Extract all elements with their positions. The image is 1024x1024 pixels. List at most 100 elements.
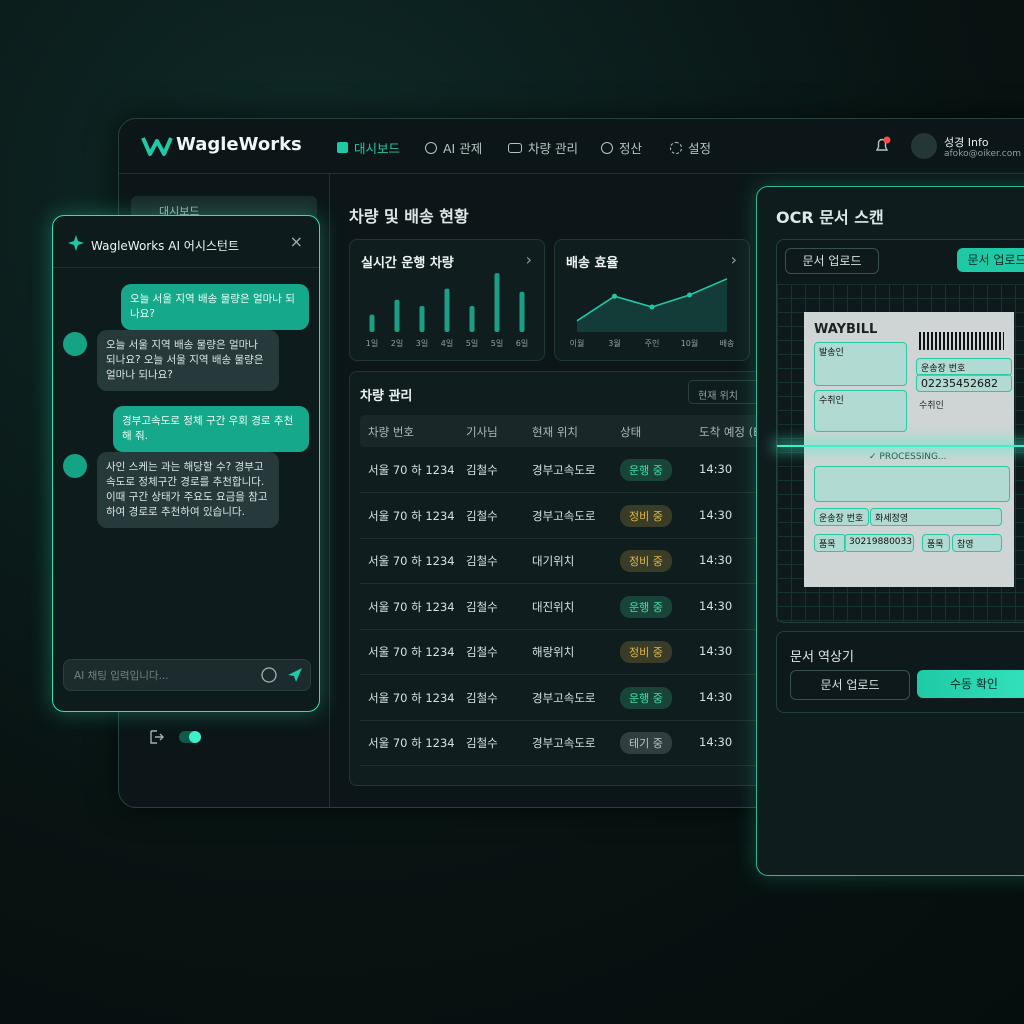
table-row[interactable]: 서울 70 하 1234 김철수 경부고속도로 운행 중 14:30 [360, 675, 800, 721]
result-box: 문서 역상기 문서 업로드 수동 확인 [776, 631, 1024, 713]
table-row[interactable]: 서울 70 하 1234 김철수 경부고속도로 테기 중 14:30 [360, 720, 800, 766]
column-header: 현재 위치 [532, 425, 578, 439]
result-upload-button[interactable]: 문서 업로드 [790, 670, 910, 700]
assistant-message: 오늘 서울 지역 배송 물량은 얼마나 되나요? 오늘 서울 지역 배송 물량은… [97, 330, 279, 391]
table-cell: 14:30 [699, 507, 733, 522]
bar [394, 299, 400, 332]
ocr-panel: OCR 문서 스캔 문서 업로드 문서 업로드 WAYBILL 발송인 운송장 … [756, 186, 1024, 876]
status-badge: 운행 중 [620, 595, 672, 618]
bot-avatar [63, 454, 87, 478]
bar [469, 305, 475, 332]
vehicle-table-card: 차량 관리 현재 위치 차량 번호 기사님 현재 위치 상태 도착 예정 (ETA) 서… [349, 371, 811, 786]
table-cell: 김철수 [466, 599, 498, 614]
table-cell: 김철수 [466, 508, 498, 523]
processing-label: ✓ PROCESSING... [869, 452, 947, 462]
ocr-field: 발송인 [814, 342, 907, 386]
x-label: 3일 [416, 339, 428, 348]
upload-button[interactable]: 문서 업로드 [785, 248, 879, 274]
menu-item[interactable]: 대시보드 [337, 138, 400, 157]
table-cell: 서울 70 하 1234 [368, 508, 455, 523]
divider [53, 267, 319, 268]
user-email: afoko@oiker.com [944, 149, 1021, 159]
chat-title: WagleWorks AI 어시스턴트 [91, 239, 240, 253]
table-row[interactable]: 서울 70 하 1234 김철수 경부고속도로 운행 중 14:30 [360, 447, 800, 493]
menu-label: 대시보드 [354, 141, 401, 156]
logo-icon [141, 137, 173, 156]
status-badge: 운행 중 [620, 686, 672, 709]
x-label: 10월 [681, 338, 699, 348]
notification-bell[interactable] [873, 135, 893, 155]
table-cell: 서울 70 하 1234 [368, 554, 455, 568]
close-button[interactable]: × [289, 232, 303, 251]
table-cell: 14:30 [699, 553, 733, 567]
x-label: 6일 [516, 339, 528, 348]
table-cell: 서울 70 하 1234 [368, 690, 455, 705]
point [649, 304, 655, 310]
chevron: › [730, 250, 737, 269]
manual-confirm-button[interactable]: 수동 확인 [917, 670, 1024, 698]
menu-item[interactable]: 정산 [601, 138, 642, 157]
point [687, 292, 692, 298]
sidebar-footer [150, 730, 201, 744]
x-label: 4일 [441, 339, 453, 348]
ocr-table [814, 466, 1010, 502]
ocr-field: 30219880033 [844, 534, 914, 552]
table-cell: 14:30 [699, 644, 733, 658]
avatar[interactable] [911, 133, 937, 159]
table-cell: 해랑위치 [532, 645, 575, 659]
ocr-field: 운송장 번호 [814, 508, 869, 526]
table-body: 서울 70 하 1234 김철수 경부고속도로 운행 중 14:30 서울 70 하 12… [360, 447, 800, 777]
menu-item[interactable]: 차량 관리 [508, 138, 578, 157]
line-chart: 이월 3월 주인 10월 배송 [570, 278, 734, 348]
menu-label: 정산 [619, 141, 643, 156]
user-name: 성경 Info [944, 136, 989, 149]
menu-item[interactable]: AI 관제 [425, 138, 482, 157]
user-message: 오늘 서울 지역 배송 물량은 얼마나 되나요? [121, 284, 309, 330]
bot-avatar [63, 332, 87, 356]
chat-input[interactable]: AI 채팅 입력입니다... [63, 659, 311, 691]
table-row[interactable]: 서울 70 하 1234 김철수 대기위치 정비 중 14:30 [360, 538, 800, 584]
send-button[interactable] [260, 666, 304, 684]
x-label: 5일 [491, 339, 503, 348]
bar [519, 291, 525, 332]
menu-label: 설정 [688, 141, 712, 156]
table-cell: 14:30 [699, 462, 733, 476]
status-badge: 운행 중 [620, 459, 672, 481]
table-row[interactable]: 서울 70 하 1234 김철수 해랑위치 정비 중 14:30 [360, 629, 800, 675]
table-cell: 14:30 [699, 735, 733, 749]
menu-label: AI 관제 [443, 141, 483, 156]
column-header: 상태 [620, 425, 642, 439]
table-cell: 서울 70 하 1234 [368, 463, 455, 477]
table-cell: 김철수 [466, 690, 498, 705]
table-cell: 경부고속도로 [532, 736, 596, 750]
barcode [919, 332, 1004, 350]
scan-line [777, 445, 1024, 447]
assistant-message: 사인 스케는 과는 해당할 수? 경부고속도로 정체구간 경로를 추천합니다. … [97, 452, 279, 528]
ai-chat-panel: WagleWorks AI 어시스턴트 × 오늘 서울 지역 배송 물량은 얼마… [52, 215, 320, 712]
card-title: 차량 관리 [360, 389, 413, 404]
table-header: 차량 번호 기사님 현재 위치 상태 도착 예정 (ETA) [360, 415, 800, 447]
table-cell: 경부고속도로 [532, 690, 596, 705]
x-label: 주인 [645, 338, 660, 348]
ocr-field: 수취인 [814, 390, 907, 432]
panel-title: OCR 문서 스캔 [776, 208, 884, 227]
menu-item[interactable]: 설정 [670, 138, 711, 157]
column-header: 기사님 [466, 425, 498, 439]
status-badge: 정비 중 [620, 504, 672, 527]
input-placeholder: AI 채팅 입력입니다... [74, 670, 169, 682]
ocr-field: 참영 [952, 534, 1002, 552]
live-vehicles-card[interactable]: 실시간 운행 차량 › 1일 2일 3일 4일 5일 5일 6일 [349, 239, 545, 361]
table-cell: 서울 70 하 1234 [368, 736, 455, 750]
menu-label: 차량 관리 [528, 141, 578, 156]
table-cell: 김철수 [466, 645, 498, 659]
x-label: 3월 [608, 338, 620, 348]
table-row[interactable]: 서울 70 하 1234 김철수 대진위치 운행 중 14:30 [360, 584, 800, 630]
line-area [577, 278, 727, 332]
table-row[interactable]: 서울 70 하 1234 김철수 경부고속도로 정비 중 14:30 [360, 493, 800, 539]
section-title: 차량 및 배송 현황 [349, 207, 469, 226]
x-label: 2일 [391, 339, 403, 348]
upload-primary-button[interactable]: 문서 업로드 [957, 248, 1024, 272]
efficiency-card[interactable]: 배송 효율 › 이월 3월 주인 10월 배송 [554, 239, 750, 361]
